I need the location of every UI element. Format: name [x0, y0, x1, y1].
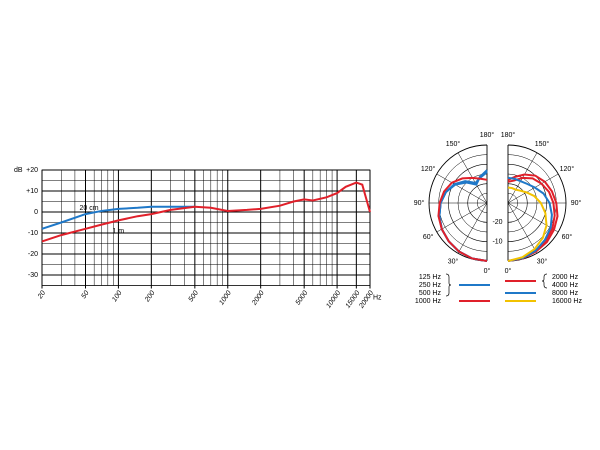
- legend-label: 125 Hz: [419, 274, 442, 281]
- legend-label: 250 Hz: [419, 282, 442, 289]
- y-tick-label: -20: [28, 251, 38, 258]
- y-tick-label: -30: [28, 272, 38, 279]
- y-tick-label: 0: [34, 209, 38, 216]
- polar-spoke: [507, 173, 559, 204]
- polar-line: [507, 186, 548, 262]
- r-tick-label: -10: [492, 239, 502, 246]
- angle-label: 90°: [571, 199, 582, 207]
- angle-label: 30°: [537, 258, 548, 266]
- series-label: 1 m: [112, 228, 124, 235]
- legend-brace: [445, 273, 452, 297]
- series-label: 20 cm: [80, 205, 99, 212]
- polar-spoke: [507, 202, 538, 254]
- angle-label: 120°: [560, 165, 575, 173]
- polar-spoke: [457, 202, 488, 254]
- legend-label: 500 Hz: [419, 290, 442, 297]
- angle-label: 90°: [414, 199, 425, 207]
- angle-label: 180°: [501, 131, 516, 139]
- angle-label: 0°: [484, 267, 491, 275]
- y-tick-label: +10: [26, 188, 38, 195]
- angle-label: 150°: [446, 140, 461, 148]
- x-tick-label: 50: [80, 290, 90, 300]
- response-line: [41, 181, 371, 243]
- response-line: [41, 205, 195, 230]
- legend-label: 16000 Hz: [552, 298, 582, 305]
- legend-label: 2000 Hz: [552, 274, 579, 281]
- angle-label: 150°: [535, 140, 550, 148]
- angle-label: 30°: [448, 258, 459, 266]
- legend-label: 4000 Hz: [552, 282, 579, 289]
- angle-label: 120°: [421, 165, 436, 173]
- angle-label: 0°: [505, 267, 512, 275]
- angle-label: 60°: [562, 233, 573, 241]
- polar-line: [507, 176, 553, 262]
- angle-label: 180°: [480, 131, 495, 139]
- angle-label: 60°: [423, 233, 434, 241]
- legend-label: 1000 Hz: [415, 298, 442, 305]
- legend-brace: [541, 273, 548, 289]
- y-tick-label: +20: [26, 167, 38, 174]
- y-axis-label: dB: [14, 167, 23, 174]
- y-tick-label: -10: [28, 230, 38, 237]
- x-axis-label: Hz: [373, 294, 382, 301]
- r-tick-label: -20: [492, 219, 502, 226]
- polar-spoke: [436, 202, 488, 233]
- x-tick-label: 20: [36, 290, 47, 301]
- legend-label: 8000 Hz: [552, 290, 579, 297]
- polar-line: [437, 176, 488, 262]
- polar-spoke: [436, 173, 488, 204]
